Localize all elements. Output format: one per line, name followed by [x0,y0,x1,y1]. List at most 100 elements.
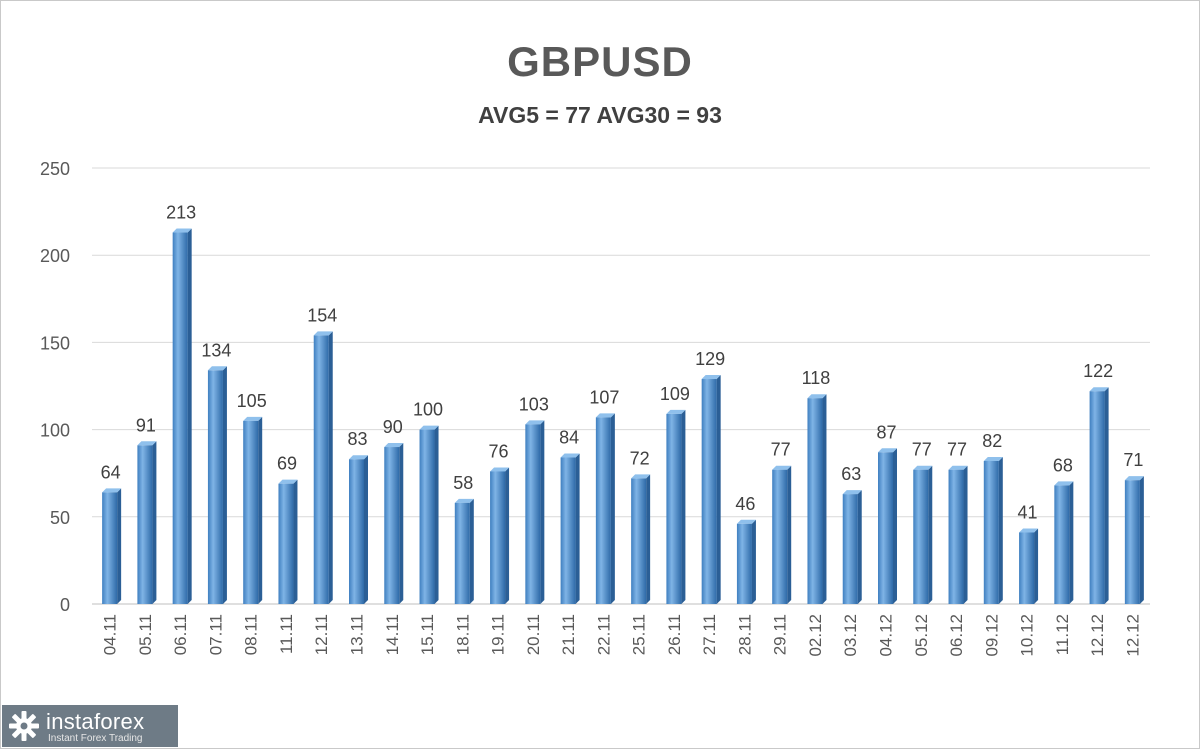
x-tick-label: 28.11 [735,614,754,655]
x-tick-label: 07.11 [206,614,225,655]
bar-side [469,498,474,604]
data-label: 134 [201,340,231,360]
bar-top [243,416,263,421]
bar [772,465,792,604]
bar-front [172,232,188,604]
bar [1019,528,1039,604]
bar-front [666,413,682,604]
x-tick-label: 29.11 [771,614,790,655]
bar-side [434,425,439,604]
y-tick-label: 250 [40,159,70,179]
x-tick-label: 14.11 [383,614,402,655]
bar-front [772,469,788,604]
data-label: 100 [413,400,443,420]
bar [1124,476,1144,604]
data-label: 107 [589,387,619,407]
bar-top [102,488,122,493]
x-tick-label: 08.11 [242,614,261,655]
bar [1089,387,1109,604]
data-label: 118 [802,368,831,388]
bar-side [293,479,298,604]
bar-front [1019,532,1035,604]
bar-front [525,424,541,604]
bar-front [419,429,435,604]
data-label: 68 [1053,455,1073,475]
bar-top [172,228,192,233]
y-axis: 0 50 100 150 200 250 [40,159,70,615]
bar-top [419,425,439,430]
bar-top [807,394,827,399]
bar [878,448,897,604]
y-tick-label: 200 [40,246,70,266]
y-tick-label: 100 [40,421,70,441]
bar [419,425,439,604]
x-tick-label: 03.12 [841,614,860,657]
bar-top [736,519,756,524]
bar-side [787,465,792,604]
bar-front [349,459,364,604]
y-tick-label: 50 [50,508,70,528]
bar-top [1089,387,1109,392]
x-tick-label: 04.12 [877,614,896,657]
bar [137,441,157,604]
bar-side [1104,387,1109,604]
bar-side [540,420,545,604]
x-tick-label: 26.11 [665,614,684,655]
bar-front [1054,485,1070,604]
bar-top [983,456,1003,461]
bar [913,465,933,604]
x-tick-label: 11.11 [277,614,296,654]
bar-top [772,465,792,470]
bar [807,394,827,604]
bar-front [878,452,893,604]
y-tick-label: 150 [40,333,70,353]
bar-side [751,519,756,604]
bar-top [278,479,298,484]
bar [172,228,192,604]
bar-front [631,478,647,604]
bar-top [842,490,862,495]
bar-top [1054,481,1074,486]
bar-side [716,375,721,604]
data-label: 129 [695,349,725,369]
bar-front [137,445,153,604]
bar-front [807,398,823,604]
data-label: 72 [630,448,650,468]
bar [454,498,474,604]
data-label: 64 [101,462,121,482]
bar-front [207,370,223,604]
bar-front [243,420,259,604]
bar-front [384,447,400,604]
data-label: 122 [1083,361,1113,381]
x-tick-label: 20.11 [524,614,543,655]
bar-front [560,457,576,604]
bar-side [187,228,192,604]
x-tick-label: 04.11 [101,614,120,655]
x-axis: 04.11 05.11 06.11 07.11 08.11 11.11 12.11 13.11… [101,614,1143,657]
x-tick-label: 05.12 [912,614,931,657]
bar-top [454,498,474,503]
gear-icon [9,711,39,741]
bar [313,331,333,604]
bar [560,453,580,604]
x-tick-label: 06.11 [171,614,190,655]
bar-side [822,394,827,604]
bar-top [560,453,580,458]
x-tick-label: 15.11 [418,614,437,655]
data-label: 63 [841,464,861,484]
bar [1054,481,1074,604]
bar-top [349,455,368,460]
x-tick-label: 05.11 [136,614,155,655]
bar [701,375,721,604]
bar-top [313,331,333,336]
data-label: 58 [453,473,473,493]
x-tick-label: 09.12 [982,614,1001,657]
bar-top [701,375,721,380]
data-label: 46 [735,494,755,514]
data-label: 83 [347,429,367,449]
data-label: 87 [876,422,896,442]
bar [631,474,651,604]
data-label: 84 [559,428,579,448]
